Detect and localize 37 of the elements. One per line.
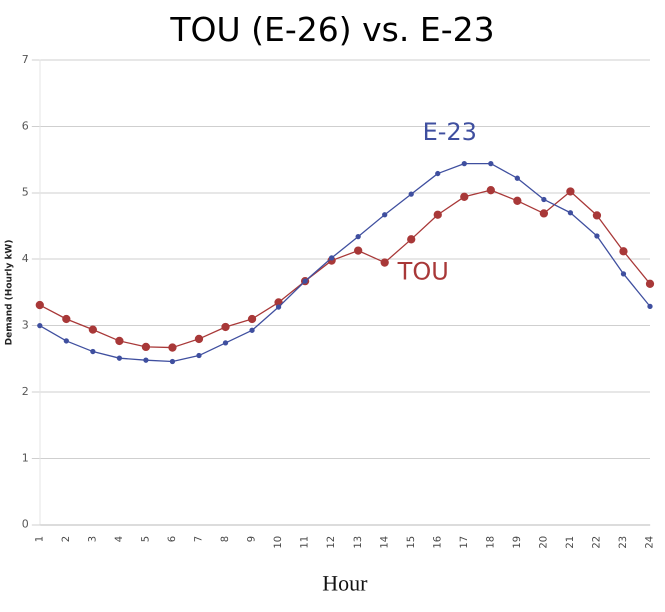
x-tick-label: 18: [485, 536, 496, 549]
y-tick-label: 5: [22, 186, 29, 199]
series-label: E-23: [422, 118, 477, 146]
series-label: TOU: [396, 258, 449, 286]
x-tick-label: 19: [512, 536, 523, 549]
x-tick-label: 2: [60, 536, 72, 542]
x-tick-label: 13: [352, 536, 364, 549]
x-axis-title: Hour: [322, 570, 368, 596]
x-tick-label: 21: [565, 536, 576, 549]
chart-title: TOU (E-26) vs. E-23: [169, 10, 496, 50]
x-tick-label: 17: [458, 536, 470, 549]
x-tick-label: 6: [167, 536, 178, 542]
y-axis-title: Demand (Hourly kW): [4, 240, 15, 346]
x-tick-label: 1: [34, 536, 46, 542]
x-tick-label: 22: [592, 536, 603, 549]
x-tick-label: 9: [246, 536, 258, 542]
x-tick-label: 23: [618, 536, 630, 549]
x-tick-label: 14: [379, 536, 390, 549]
x-tick-label: 11: [300, 536, 311, 549]
y-tick-label: 6: [22, 119, 29, 132]
x-tick-label: 24: [644, 536, 656, 549]
x-tick-label: 10: [273, 536, 284, 549]
x-tick-label: 7: [194, 536, 205, 542]
y-tick-label: 0: [22, 518, 29, 531]
x-tick-label: 15: [406, 536, 417, 549]
x-tick-label: 20: [538, 536, 550, 549]
x-tick-label: 4: [114, 536, 125, 542]
y-tick-label: 2: [22, 384, 29, 398]
y-tick-label: 7: [22, 52, 29, 66]
y-tick-label: 3: [22, 318, 29, 332]
x-tick-label: 16: [432, 536, 444, 549]
x-tick-label: 8: [220, 536, 232, 542]
x-tick-label: 12: [326, 536, 338, 549]
x-tick-label: 5: [140, 536, 152, 542]
y-tick-label: 1: [22, 451, 29, 464]
y-tick-label: 4: [22, 252, 29, 266]
x-tick-label: 3: [87, 536, 98, 542]
